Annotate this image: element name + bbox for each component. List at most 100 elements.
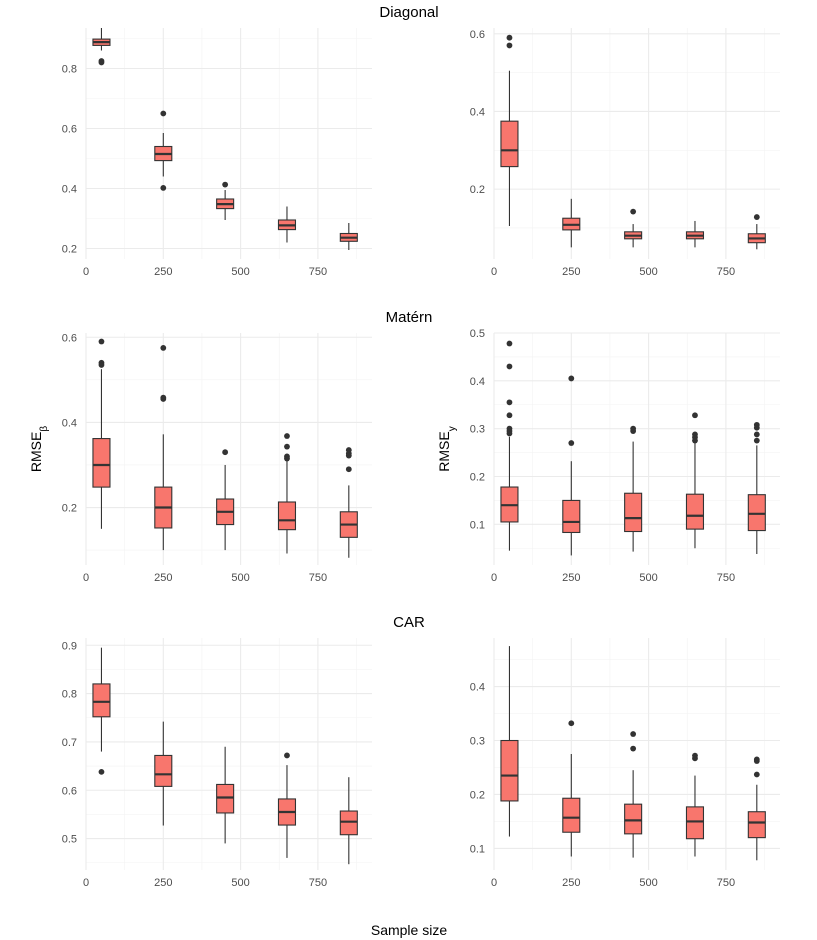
box [747, 494, 766, 532]
box [685, 806, 705, 840]
outlier-point [345, 452, 352, 459]
outlier-point [753, 431, 760, 438]
outlier-point [753, 758, 760, 764]
y-tick-label: 0.7 [62, 737, 77, 749]
outlier-point [284, 752, 290, 759]
box [92, 438, 111, 488]
outlier-point [692, 755, 698, 762]
box [562, 499, 581, 534]
panel-car-left: 0 250 500 750 0.5 0.6 0.7 0.8 0.9 [62, 638, 372, 889]
x-tick-label: 250 [154, 266, 172, 278]
outlier-point [506, 399, 513, 406]
y-tick-label: 0.6 [470, 29, 485, 41]
outlier-point [568, 720, 575, 727]
y-tick-label: 0.4 [470, 682, 485, 694]
outlier-point [222, 181, 229, 188]
box [92, 683, 111, 718]
y-tick-label: 0.1 [470, 519, 485, 531]
outlier-point [98, 362, 105, 368]
outlier-point [630, 745, 637, 752]
outlier-point [98, 338, 105, 345]
outlier-point [630, 428, 637, 434]
outlier-point [284, 433, 290, 439]
outlier-point [506, 42, 513, 49]
panel-car-right: 0 250 500 750 0.1 0.2 0.3 0.4 [470, 638, 780, 889]
box [154, 754, 173, 787]
box [277, 501, 297, 531]
x-tick-label: 0 [491, 877, 497, 889]
x-tick-label: 250 [562, 266, 580, 278]
y-tick-label: 0.2 [470, 789, 485, 801]
y-tick-label: 0.9 [62, 640, 77, 652]
outlier-point [506, 340, 513, 347]
x-tick-label: 250 [562, 877, 580, 889]
x-tick-label: 500 [231, 266, 249, 278]
x-tick-label: 750 [717, 877, 735, 889]
box [624, 803, 643, 835]
y-tick-label: 0.2 [62, 503, 77, 515]
x-tick-label: 500 [639, 877, 657, 889]
y-tick-label: 0.6 [62, 124, 77, 136]
outlier-point [753, 771, 760, 778]
outlier-point [160, 396, 167, 402]
y-tick-label: 0.2 [62, 244, 77, 256]
x-tick-label: 0 [83, 572, 89, 584]
y-tick-label: 0.4 [470, 106, 485, 118]
y-tick-label: 0.6 [62, 785, 77, 797]
outlier-point [160, 344, 167, 351]
outlier-point [692, 437, 698, 444]
outlier-point [345, 466, 352, 473]
y-tick-label: 0.1 [470, 843, 485, 855]
outlier-point [568, 375, 575, 382]
y-axis-title-subscript: β [39, 426, 50, 432]
outlier-point [630, 731, 637, 737]
y-tick-label: 0.8 [62, 689, 77, 701]
box [562, 797, 581, 833]
outlier-point [753, 437, 760, 444]
x-tick-label: 0 [83, 266, 89, 278]
outlier-point [630, 208, 637, 215]
outlier-point [692, 412, 698, 419]
outlier-point [753, 424, 760, 431]
y-tick-label: 0.6 [62, 332, 77, 344]
x-tick-label: 750 [309, 572, 327, 584]
box [500, 739, 519, 802]
x-tick-label: 500 [639, 266, 657, 278]
y-tick-label: 0.3 [470, 736, 485, 748]
x-tick-label: 750 [717, 572, 735, 584]
box [339, 810, 358, 836]
outlier-point [753, 214, 760, 220]
y-tick-label: 0.8 [62, 64, 77, 76]
panel-diagonal-right: 0 250 500 750 0.2 0.4 0.6 [470, 28, 780, 278]
x-tick-label: 750 [717, 266, 735, 278]
x-tick-label: 500 [231, 572, 249, 584]
y-tick-label: 0.4 [62, 184, 77, 196]
outlier-point [506, 412, 513, 419]
y-tick-label: 0.5 [470, 328, 485, 340]
y-axis-title-subscript: y [447, 426, 458, 431]
box [624, 492, 643, 533]
outlier-point [568, 440, 575, 446]
box [685, 493, 705, 530]
x-tick-label: 250 [154, 877, 172, 889]
y-tick-label: 0.2 [470, 472, 485, 484]
x-tick-label: 250 [562, 572, 580, 584]
panel-diagonal-left: 0 250 500 750 0.2 0.4 0.6 0.8 [62, 28, 372, 278]
outlier-point [222, 449, 229, 456]
outlier-point [160, 185, 167, 191]
y-tick-label: 0.4 [62, 417, 77, 429]
x-tick-label: 0 [491, 266, 497, 278]
y-tick-label: 0.2 [470, 184, 485, 196]
x-axis-title: Sample size [371, 922, 447, 938]
outlier-point [284, 443, 290, 450]
outlier-point [98, 768, 105, 775]
x-tick-label: 0 [491, 572, 497, 584]
x-tick-label: 750 [309, 266, 327, 278]
y-tick-label: 0.3 [470, 424, 485, 436]
box [500, 120, 519, 168]
section-title-diagonal: Diagonal [379, 4, 438, 21]
x-tick-label: 250 [154, 572, 172, 584]
